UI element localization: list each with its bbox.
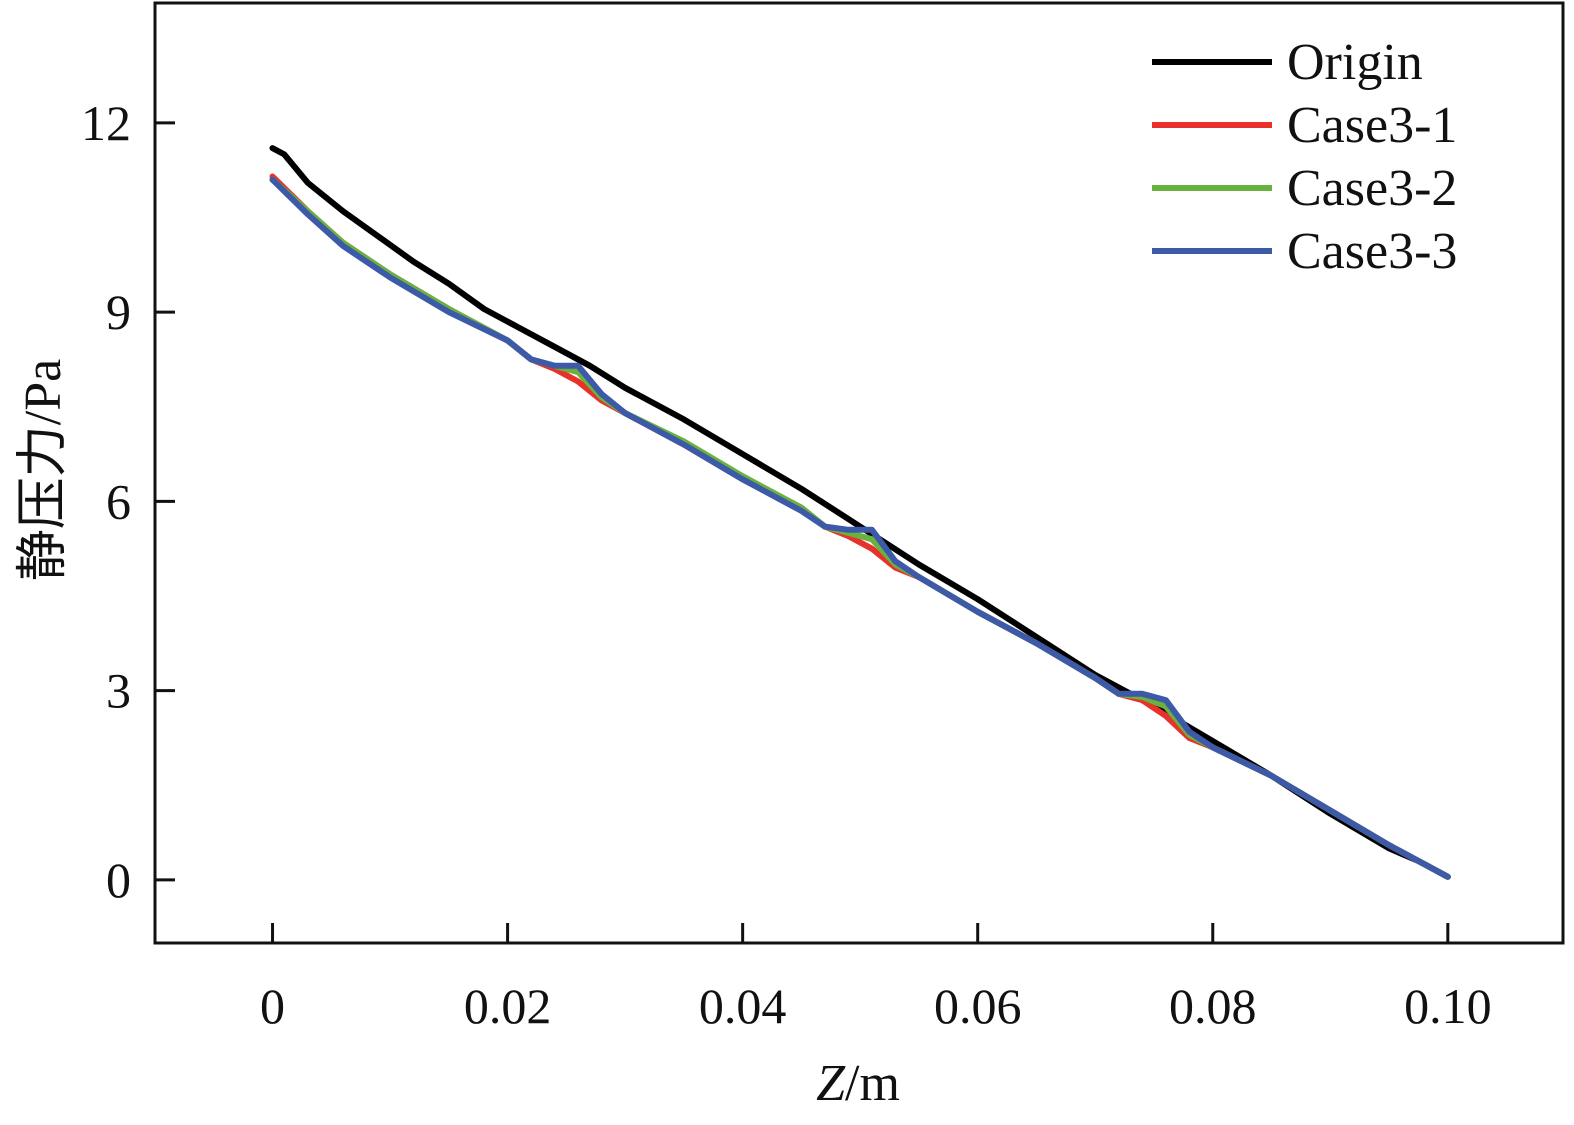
x-tick-label: 0.02 bbox=[464, 978, 552, 1034]
x-tick-label: 0.08 bbox=[1169, 978, 1257, 1034]
x-axis-title-unit: /m bbox=[845, 1055, 900, 1112]
x-axis-ticks: 0 0.02 0.04 0.06 0.08 0.10 bbox=[260, 923, 1492, 1034]
x-tick-label: 0.06 bbox=[934, 978, 1022, 1034]
y-tick-label: 0 bbox=[106, 852, 131, 908]
y-axis-ticks: 0 3 6 9 12 bbox=[81, 95, 175, 908]
x-tick-label: 0.10 bbox=[1404, 978, 1492, 1034]
x-axis-title-variable: Z bbox=[816, 1055, 846, 1112]
x-tick-label: 0.04 bbox=[699, 978, 787, 1034]
legend-label-case3-1: Case3-1 bbox=[1287, 97, 1457, 154]
series-line-case3-3 bbox=[269, 176, 1451, 880]
y-tick-label: 3 bbox=[106, 663, 131, 719]
legend: Origin Case3-1 Case3-2 Case3-3 bbox=[1152, 34, 1457, 280]
series-line-origin bbox=[269, 145, 1451, 880]
y-tick-label: 6 bbox=[106, 473, 131, 529]
legend-label-case3-3: Case3-3 bbox=[1287, 223, 1457, 280]
plot-frame bbox=[153, 1, 1565, 945]
y-tick-label: 9 bbox=[106, 284, 131, 340]
x-tick-label: 0 bbox=[260, 978, 285, 1034]
y-axis-title: 静压力/Pa bbox=[15, 359, 72, 581]
y-tick-label: 12 bbox=[81, 95, 131, 151]
series-lines bbox=[269, 145, 1451, 880]
x-axis-title: Z/m bbox=[816, 1055, 900, 1112]
legend-label-case3-2: Case3-2 bbox=[1287, 160, 1457, 217]
legend-label-origin: Origin bbox=[1287, 34, 1423, 91]
